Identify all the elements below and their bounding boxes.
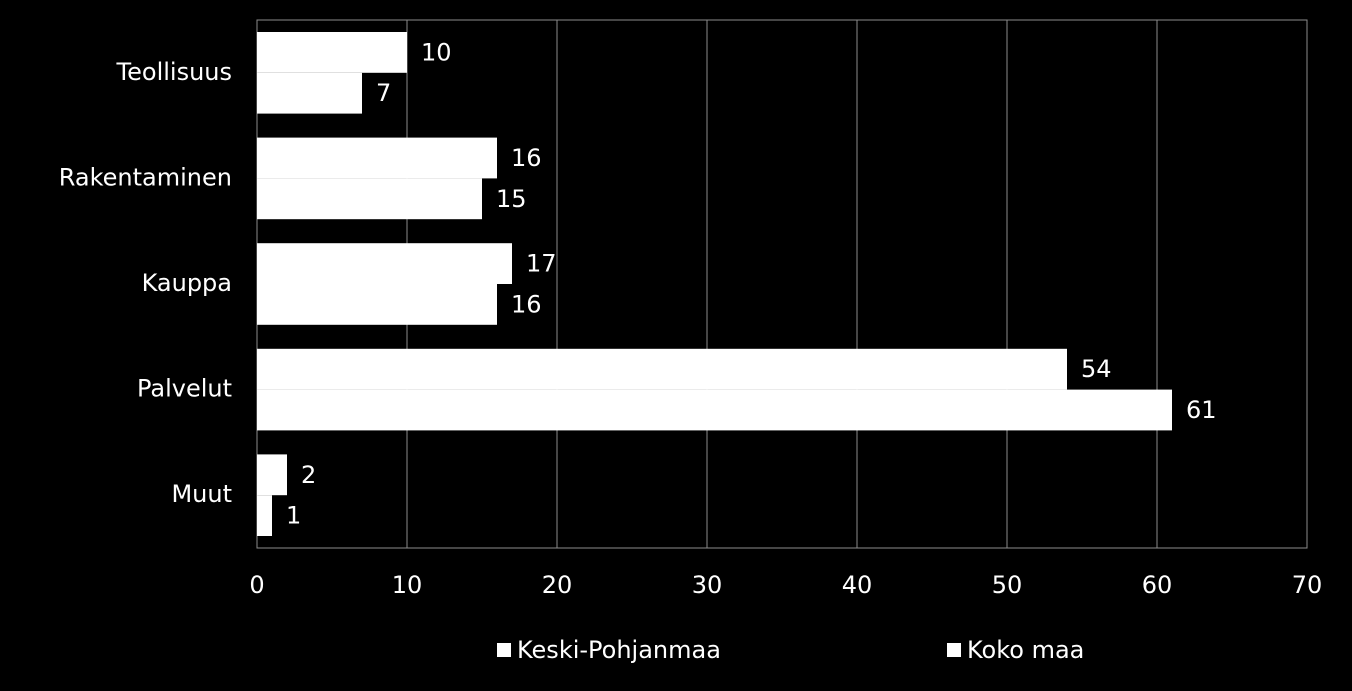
data-label: 7 [376, 79, 391, 107]
bar [257, 454, 287, 496]
bar [257, 284, 497, 325]
y-tick-label: Palvelut [137, 375, 232, 403]
legend-label: Koko maa [967, 636, 1084, 664]
x-tick-label: 50 [992, 571, 1023, 599]
y-tick-label: Rakentaminen [59, 163, 232, 191]
legend-marker [947, 643, 961, 657]
bar [257, 389, 1172, 431]
bar [257, 32, 407, 73]
x-tick-label: 30 [692, 571, 723, 599]
data-label: 16 [511, 290, 542, 318]
x-tick-label: 20 [542, 571, 573, 599]
data-label: 16 [511, 144, 542, 172]
y-tick-label: Teollisuus [116, 58, 232, 86]
bar [257, 72, 362, 114]
data-label: 2 [301, 461, 316, 489]
bar [257, 348, 1067, 390]
bar [257, 243, 512, 284]
x-tick-label: 40 [842, 571, 873, 599]
bar [257, 495, 272, 536]
data-label: 15 [496, 185, 527, 213]
y-tick-label: Muut [171, 480, 232, 508]
x-tick-label: 0 [249, 571, 264, 599]
data-label: 54 [1081, 355, 1112, 383]
data-label: 17 [526, 250, 557, 278]
legend-marker [497, 643, 511, 657]
data-label: 10 [421, 38, 452, 66]
x-tick-label: 70 [1292, 571, 1323, 599]
x-tick-label: 10 [392, 571, 423, 599]
data-label: 61 [1186, 396, 1217, 424]
data-label: 1 [286, 502, 301, 530]
bar [257, 178, 482, 220]
legend-label: Keski-Pohjanmaa [517, 636, 721, 664]
x-tick-label: 60 [1142, 571, 1173, 599]
y-tick-label: Kauppa [142, 269, 232, 297]
bar [257, 137, 497, 179]
